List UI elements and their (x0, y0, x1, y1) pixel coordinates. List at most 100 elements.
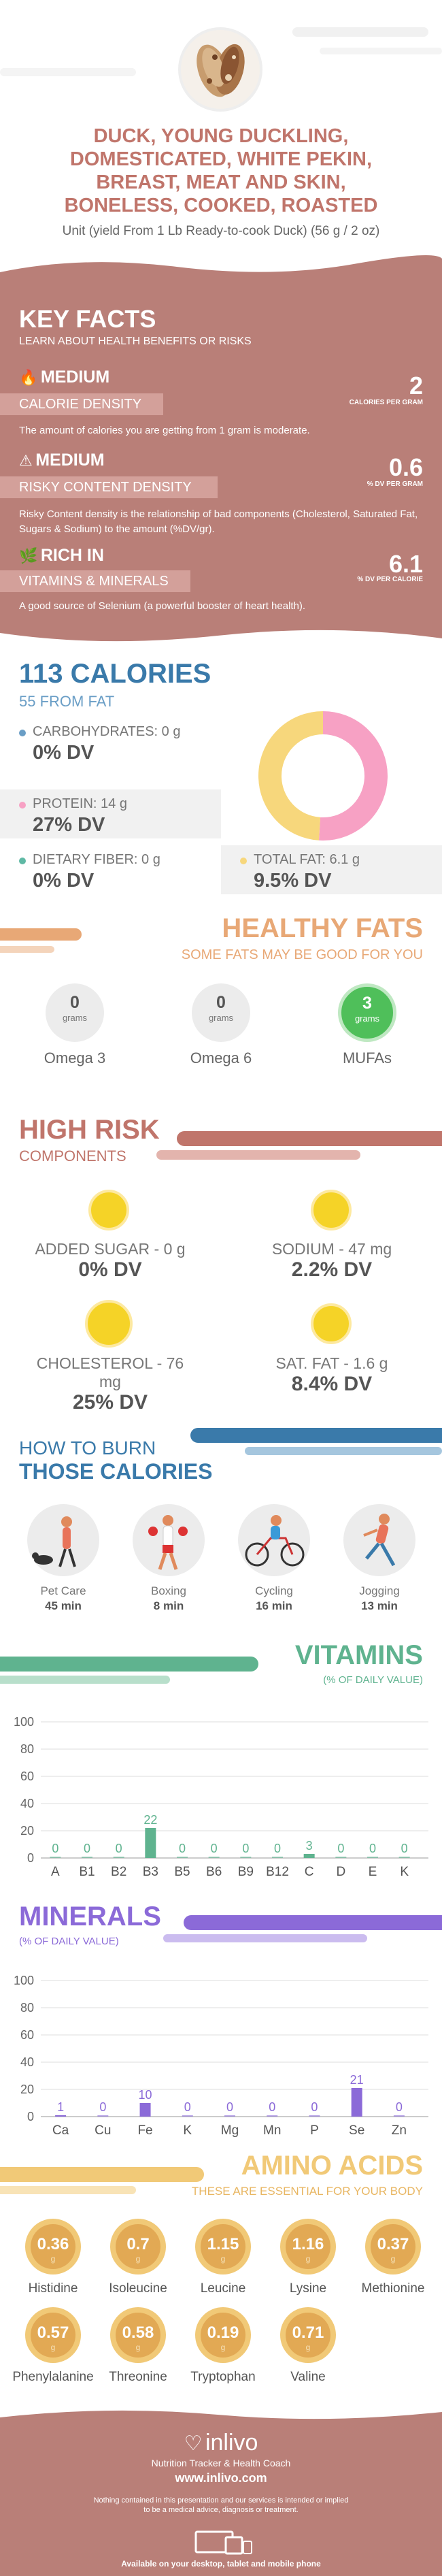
activity-label: Cycling (223, 1584, 325, 1598)
calories-title: 113 CALORIES (19, 659, 211, 689)
activity-minutes: 45 min (12, 1599, 114, 1613)
omega3-value: 0 (46, 993, 104, 1013)
key-fact-level: RICH IN (41, 546, 104, 565)
amino-unit: g (371, 2254, 415, 2264)
mufa-circle: 3 grams (338, 983, 396, 1042)
x-tick-label: Ca (52, 2123, 69, 2137)
brand-url[interactable]: www.inlivo.com (0, 2471, 442, 2485)
added-sugar-dv: 0% DV (29, 1258, 192, 1282)
bar-value-label: 0 (211, 1842, 218, 1855)
bar (114, 1857, 124, 1858)
amino-unit: g (201, 2254, 245, 2264)
bar-value-label: 10 (139, 2088, 152, 2102)
amino-circle: 0.71 g (280, 2307, 336, 2363)
amino-unit: g (201, 2343, 245, 2352)
smiley-icon (311, 1303, 352, 1344)
amino-circle: 1.15 g (195, 2219, 251, 2275)
bar-value-label: 3 (306, 1839, 313, 1853)
amino-value: 1.16 (286, 2235, 330, 2254)
amino-label: Leucine (175, 2281, 271, 2296)
key-fact-level: MEDIUM (35, 451, 104, 470)
bar-value-label: 0 (269, 2100, 275, 2114)
y-tick-label: 40 (20, 1797, 34, 1810)
amino-value: 1.15 (201, 2235, 245, 2254)
amino-unit: g (31, 2254, 75, 2264)
x-tick-label: Se (349, 2123, 364, 2137)
bar-value-label: 0 (226, 2100, 233, 2114)
burn-accent-bar (190, 1428, 442, 1443)
protein-dv: 27% DV (33, 814, 105, 836)
activity-label: Jogging (328, 1584, 430, 1598)
bar (82, 1857, 92, 1858)
added-sugar-label: ADDED SUGAR - 0 g (29, 1240, 192, 1258)
y-tick-label: 80 (20, 1742, 34, 1756)
fat-dot (240, 858, 247, 864)
serving-unit: Unit (yield From 1 Lb Ready-to-cook Duck… (0, 224, 442, 239)
amino-title: AMINO ACIDS (241, 2151, 423, 2181)
bar (140, 2103, 151, 2117)
food-photo (178, 27, 262, 112)
x-tick-label: Mn (263, 2123, 281, 2137)
amino-label: Tryptophan (175, 2370, 271, 2385)
bar (272, 1857, 283, 1858)
bar-value-label: 0 (401, 1842, 408, 1855)
amino-label: Valine (260, 2370, 356, 2385)
bar (267, 2115, 277, 2117)
key-fact-value: 6.1 (389, 550, 423, 578)
bar-value-label: 0 (396, 2100, 403, 2114)
bar (145, 1828, 156, 1858)
amino-value: 0.36 (31, 2235, 75, 2254)
cycling-icon (238, 1504, 310, 1576)
healthy-fats-section: HEALTHY FATS SOME FATS MAY BE GOOD FOR Y… (0, 905, 442, 1109)
heart-logo-icon: ♡ (184, 2432, 203, 2455)
smiley-icon (311, 1190, 352, 1230)
x-tick-label: B6 (206, 1865, 222, 1878)
pet-care-icon (27, 1504, 99, 1576)
amino-value: 0.19 (201, 2324, 245, 2343)
sat-fat-dv: 8.4% DV (250, 1373, 413, 1396)
high-risk-section: HIGH RISK COMPONENTS ADDED SUGAR - 0 g 0… (0, 1109, 442, 1409)
bar-value-label: 21 (350, 2073, 364, 2087)
activity-minutes: 13 min (328, 1599, 430, 1613)
mufa-value: 3 (341, 994, 393, 1013)
activity-label: Boxing (118, 1584, 220, 1598)
key-fact-desc: The amount of calories you are getting f… (19, 423, 420, 438)
omega6-label: Omega 6 (167, 1049, 275, 1067)
bar (352, 2088, 362, 2117)
x-tick-label: E (369, 1865, 377, 1878)
amino-label: Isoleucine (90, 2281, 186, 2296)
amino-label: Lysine (260, 2281, 356, 2296)
protein-row: PROTEIN: 14 g 27% DV (0, 789, 221, 838)
minerals-bar-chart: 0 20 40 60 80 100 1 Ca 0 Cu 10 Fe 0 K 0 Mg 0 Mn 0 P 21 Se 0 Zn (0, 1967, 442, 2137)
y-tick-label: 60 (20, 2028, 34, 2042)
protein-label: PROTEIN: 14 g (33, 796, 127, 812)
key-facts-title: KEY FACTS (19, 305, 156, 333)
food-title-line: BREAST, MEAT AND SKIN, (0, 171, 442, 194)
bar (224, 2115, 235, 2117)
x-tick-label: P (310, 2123, 319, 2137)
cholesterol-label: CHOLESTEROL - 76 mg (29, 1354, 192, 1391)
amino-value: 0.7 (116, 2235, 160, 2254)
y-tick-label: 20 (20, 2083, 34, 2096)
x-tick-label: A (51, 1865, 60, 1878)
carbs-dv: 0% DV (33, 742, 94, 764)
amino-value: 0.57 (31, 2324, 75, 2343)
y-tick-label: 40 (20, 2055, 34, 2069)
amino-unit: g (116, 2343, 160, 2352)
high-risk-title: HIGH RISK (19, 1115, 160, 1145)
y-tick-label: 0 (27, 2110, 34, 2123)
x-tick-label: K (400, 1865, 409, 1878)
bar-value-label: 0 (242, 1842, 249, 1855)
brand-tagline: Nutrition Tracker & Health Coach (0, 2458, 442, 2468)
smiley-icon (88, 1190, 129, 1230)
food-title-line: BONELESS, COOKED, ROASTED (0, 194, 442, 217)
vitamins-title: VITAMINS (295, 1640, 423, 1671)
amino-circle: 0.37 g (365, 2219, 421, 2275)
x-tick-label: B9 (238, 1865, 254, 1878)
key-fact-level: MEDIUM (41, 368, 109, 387)
sodium-label: SODIUM - 47 mg (250, 1240, 413, 1258)
omega6-value: 0 (192, 993, 250, 1013)
amino-unit: g (286, 2254, 330, 2264)
sat-fat-label: SAT. FAT - 1.6 g (250, 1354, 413, 1373)
flame-icon: 🔥 (19, 369, 37, 386)
